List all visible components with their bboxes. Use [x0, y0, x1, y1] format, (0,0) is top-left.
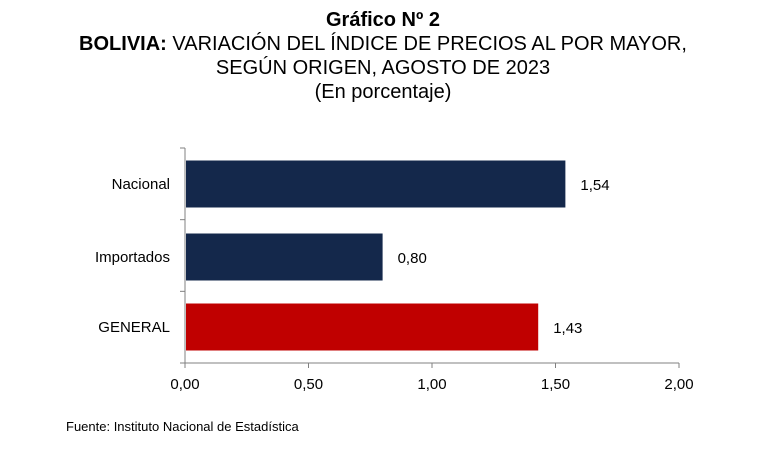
bar: [186, 233, 383, 281]
category-label: Importados: [95, 249, 170, 266]
x-tick-label: 2,00: [664, 376, 693, 393]
chart-unit: (En porcentaje): [314, 81, 452, 103]
x-tick-label: 1,50: [541, 376, 570, 393]
chart-title: BOLIVIA: VARIACIÓN DEL ÍNDICE DE PRECIOS…: [0, 32, 766, 56]
bar: [186, 160, 566, 208]
category-label: Nacional: [112, 176, 170, 193]
x-tick-label: 1,00: [417, 376, 446, 393]
source-note: Fuente: Instituto Nacional de Estadístic…: [66, 419, 299, 434]
data-label: 1,43: [553, 320, 582, 337]
data-label: 1,54: [580, 177, 609, 194]
bar: [186, 303, 539, 351]
chart-title-rest: VARIACIÓN DEL ÍNDICE DE PRECIOS AL POR M…: [166, 33, 687, 55]
data-label: 0,80: [398, 250, 427, 267]
chart-title-bold: BOLIVIA:: [79, 33, 167, 55]
chart-titles: Gráfico Nº 2 BOLIVIA: VARIACIÓN DEL ÍNDI…: [0, 8, 766, 104]
category-label: GENERAL: [98, 319, 170, 336]
x-tick-label: 0,50: [294, 376, 323, 393]
chart-title-line2: SEGÚN ORIGEN, AGOSTO DE 2023: [215, 57, 551, 79]
chart-number: Gráfico Nº 2: [325, 9, 440, 31]
x-tick-label: 0,00: [170, 376, 199, 393]
